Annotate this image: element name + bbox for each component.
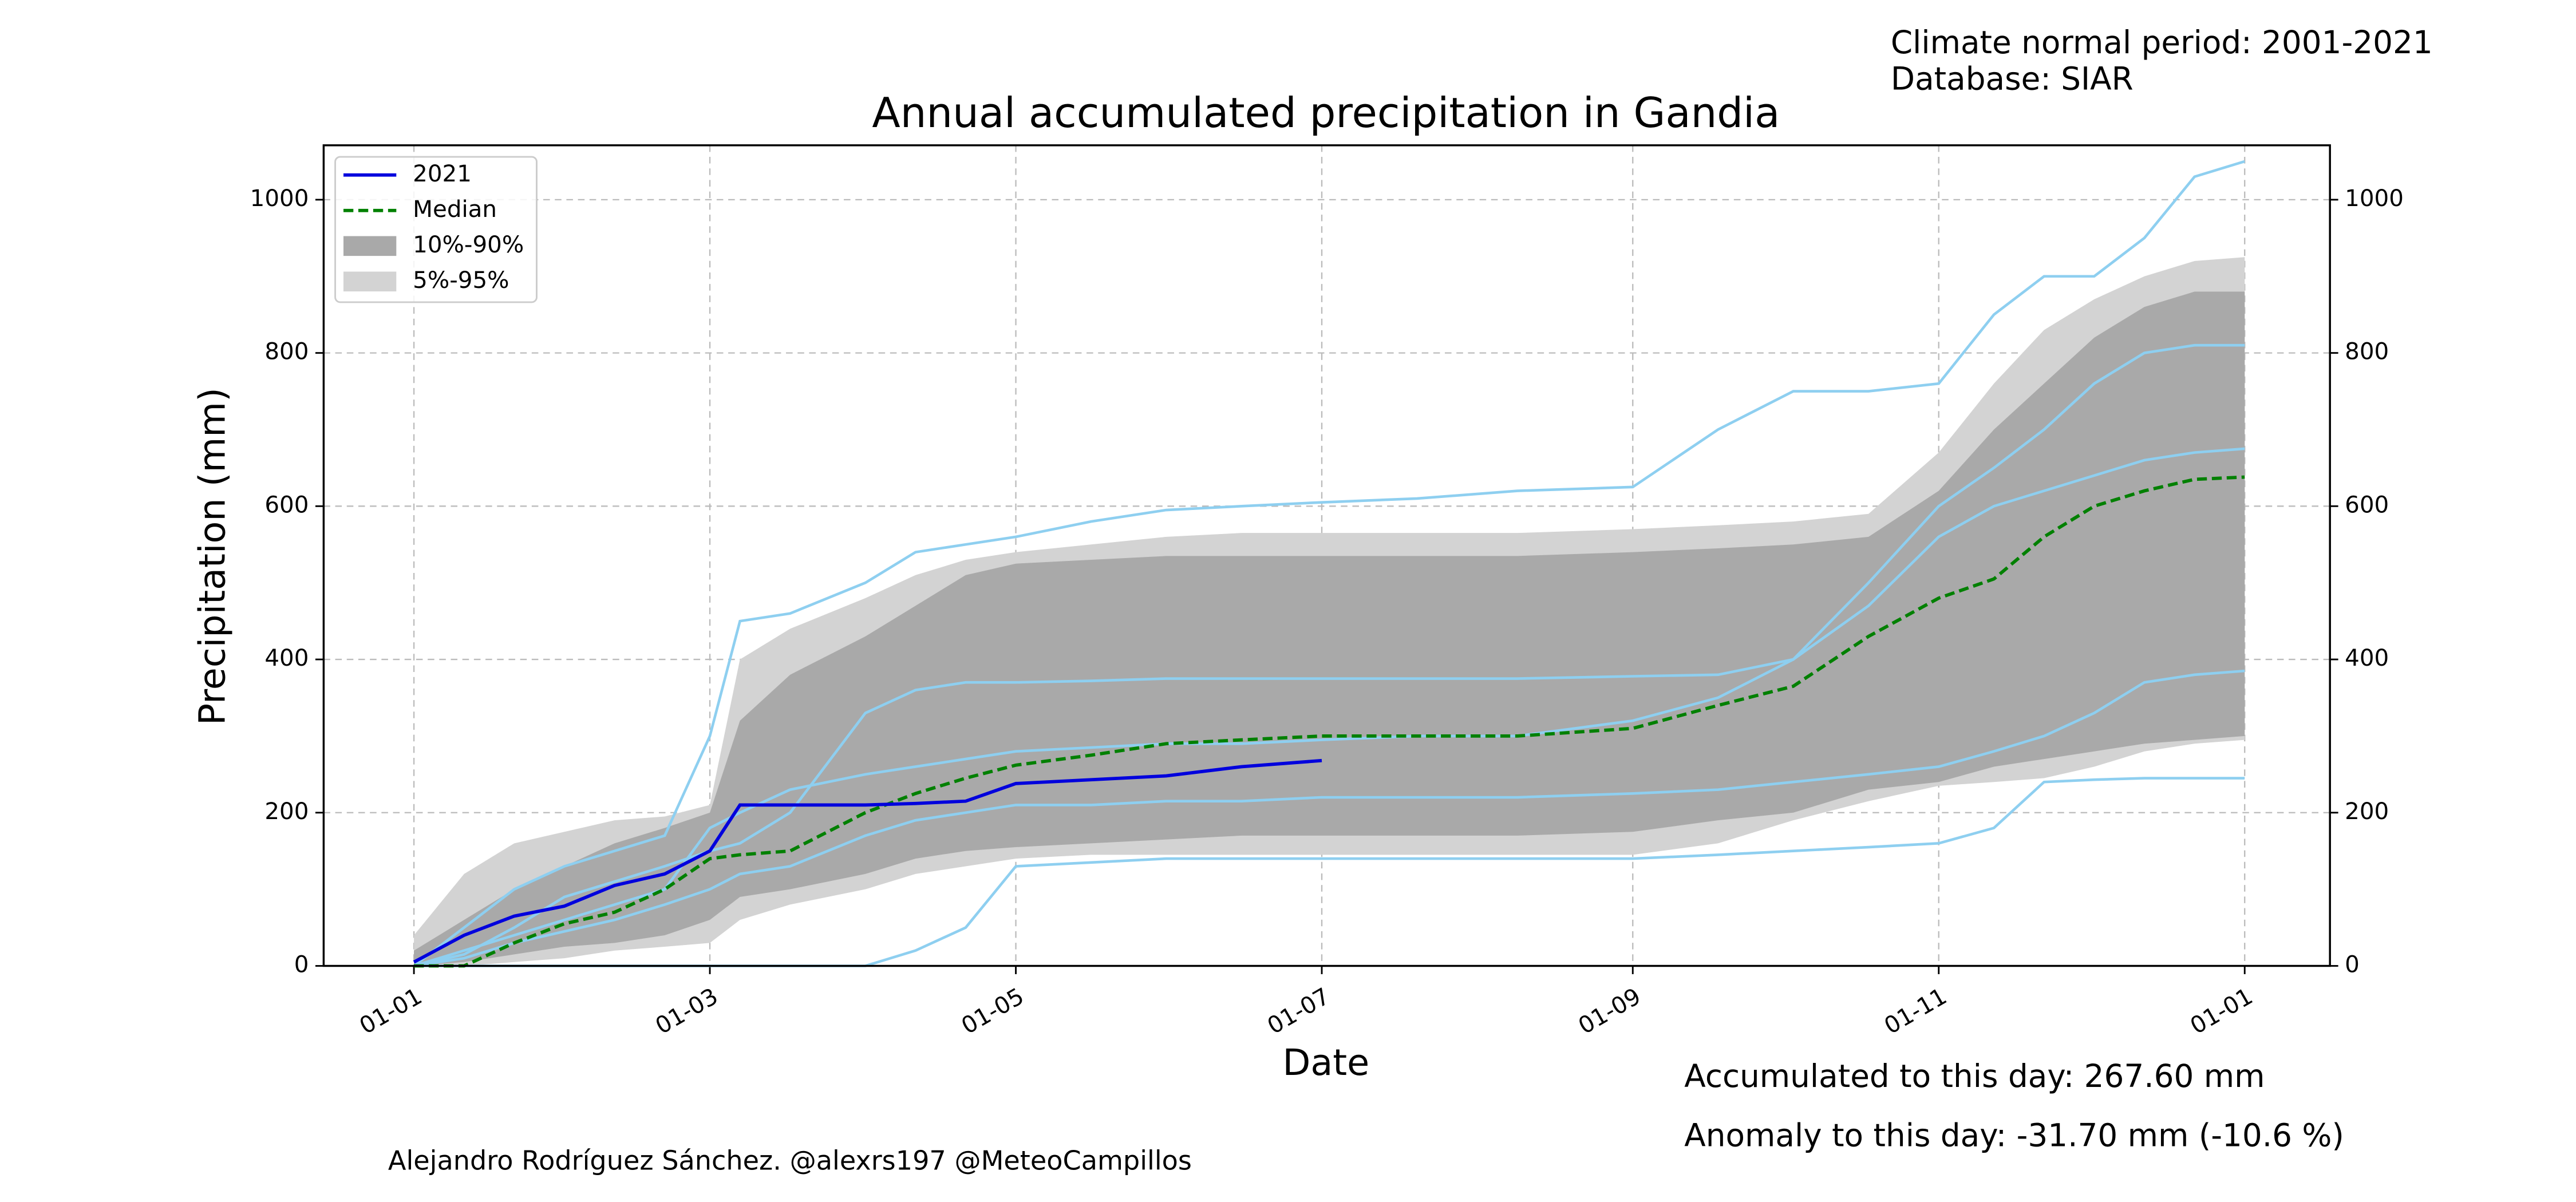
y2-tick-label: 0 [2345,951,2360,978]
note: Climate normal period: 2001-2021 [1891,24,2433,61]
y-tick-label: 1000 [250,185,309,212]
year-line [413,447,2245,967]
x-tick-label: 01-01 [2186,983,2257,1039]
y2-tick-label: 400 [2345,645,2389,671]
legend-label: Median [413,196,497,223]
plot-frame [322,144,2331,967]
band [414,291,2245,966]
y2-tick-label: 200 [2345,798,2389,825]
note: Database: SIAR [1891,60,2134,97]
y-tick-label: 600 [264,491,309,518]
x-tick-label: 01-01 [355,983,426,1039]
x-axis-label: Date [1283,1041,1370,1084]
x-tick-label: 01-07 [1263,983,1334,1039]
chart-title: Annual accumulated precipitation in Gand… [872,89,1780,137]
x-tick-label: 01-09 [1574,983,1645,1039]
year-line [413,669,2245,967]
anomaly: Anomaly to this day: -31.70 mm (-10.6 %) [1684,1117,2344,1154]
x-tick-label: 01-05 [957,983,1028,1039]
legend-label: 2021 [413,160,472,187]
y-axis-label: Precipitation (mm) [191,388,234,725]
y-tick-label: 200 [264,798,309,825]
y2-tick-label: 600 [2345,491,2389,518]
legend-swatch [343,271,397,292]
legend-box [334,156,538,303]
legend-label: 10%-90% [413,231,524,258]
x-tick-label: 01-03 [651,983,722,1039]
accumulated: Accumulated to this day: 267.60 mm [1684,1058,2265,1094]
credit: Alejandro Rodríguez Sánchez. @alexrs197 … [388,1145,1192,1176]
legend-label: 5%-95% [413,267,509,294]
y-tick-label: 400 [264,645,309,671]
legend-swatch [343,236,397,256]
series-line [414,475,2245,968]
x-tick-label: 01-11 [1880,983,1951,1039]
y-tick-label: 0 [294,951,309,978]
y2-tick-label: 800 [2345,338,2389,365]
y2-tick-label: 1000 [2345,185,2404,212]
year-line [413,160,2245,967]
y-tick-label: 800 [264,338,309,365]
series-line [413,758,1322,964]
